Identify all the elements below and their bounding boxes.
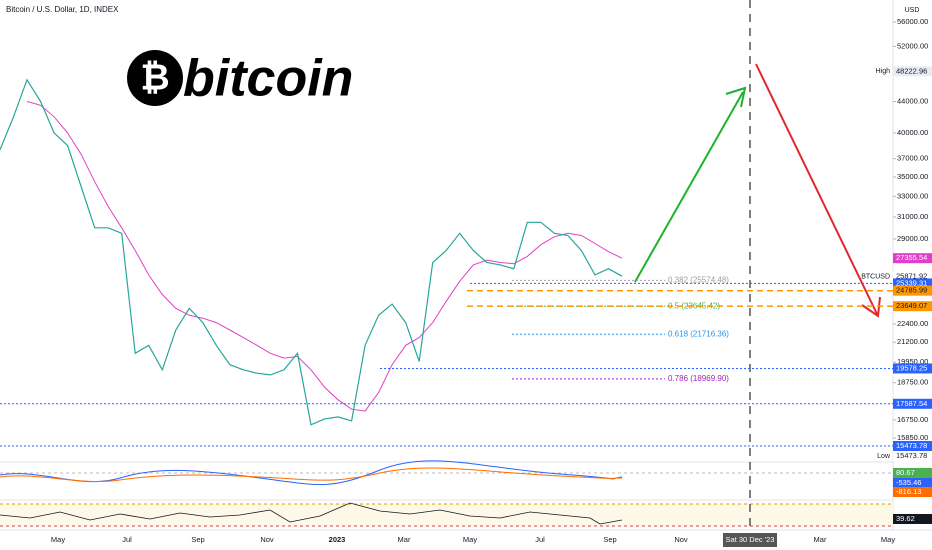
down-arrow	[755, 63, 878, 315]
x-tick-label: Mar	[398, 535, 411, 544]
fib-label: 0.5 (23645.42)	[668, 301, 720, 310]
x-tick-label: Nov	[260, 535, 274, 544]
price-tag	[893, 285, 932, 296]
y-tick-label: 21200.00	[897, 337, 928, 346]
price-tag	[893, 278, 932, 289]
logo-circle	[127, 50, 183, 106]
price-tag-label: 23649.07	[896, 301, 927, 310]
price-tag	[893, 301, 932, 312]
x-tick-label: May	[881, 535, 895, 544]
price-tag-caption: High	[876, 68, 891, 75]
y-tick-label: 33000.00	[897, 191, 928, 200]
price-tag-label: 48222.96	[896, 66, 927, 75]
price-tag-label: 25339.31	[896, 278, 927, 287]
price-tag-label: 25871.92	[896, 272, 927, 281]
price-tag-label: 15473.78	[896, 441, 927, 450]
indicator-label: -535.46	[896, 478, 921, 487]
logo-text: bitcoin	[183, 50, 353, 108]
price-tag	[893, 440, 932, 451]
x-tick-label: Nov	[674, 535, 688, 544]
price-tag-label: 19578.25	[896, 363, 927, 372]
up-arrow	[634, 91, 744, 283]
low-caption: Low	[877, 453, 891, 460]
price-tag	[893, 253, 932, 264]
rsi-line	[0, 502, 623, 525]
low-label: 15473.78	[896, 451, 927, 460]
y-tick-label: 40000.00	[897, 128, 928, 137]
price-tag	[893, 271, 932, 282]
y-tick-label: 22400.00	[897, 319, 928, 328]
macd-line	[0, 460, 623, 485]
macd-signal	[0, 467, 623, 483]
x-tick-label: Sep	[603, 535, 616, 544]
fib-label: 0.618 (21716.36)	[668, 329, 729, 338]
price-tag-label: 17587.54	[896, 399, 927, 408]
y-tick-label: 56000.00	[897, 17, 928, 26]
fib-label: 0.382 (25574.48)	[668, 275, 729, 284]
currency: USD	[905, 7, 920, 14]
indicator-tag	[893, 478, 932, 488]
price-tag	[893, 398, 932, 409]
indicator-label: 80.67	[896, 468, 915, 477]
down-arrow-head	[861, 296, 881, 318]
price-tag-label: 24785.99	[896, 286, 927, 295]
logo-symbol: ₿	[140, 57, 169, 98]
crosshair-tag	[723, 533, 777, 547]
moving-average	[26, 101, 623, 412]
price-tag-caption: BTCUSD	[861, 273, 890, 280]
indicator-tag	[893, 487, 932, 497]
crosshair-label: Sat 30 Dec '23	[726, 535, 775, 544]
indicator-tag	[893, 468, 932, 478]
y-tick-label: 37000.00	[897, 154, 928, 163]
indicator-label: -816.13	[896, 487, 921, 496]
x-tick-label: Mar	[814, 535, 827, 544]
x-tick-label: May	[463, 535, 477, 544]
y-tick-label: 19950.00	[897, 357, 928, 366]
price-tag	[893, 363, 932, 374]
indicator-tag	[893, 514, 932, 524]
x-tick-label: Sep	[191, 535, 204, 544]
y-tick-label: 15850.00	[897, 433, 928, 442]
price-tag-label: 27355.54	[896, 253, 927, 262]
x-tick-label: Jul	[122, 535, 132, 544]
up-arrow-head	[725, 86, 747, 108]
y-tick-label: 52000.00	[897, 41, 928, 50]
y-tick-label: 16750.00	[897, 415, 928, 424]
fib-label: 0.786 (18969.90)	[668, 374, 729, 383]
y-tick-label: 35000.00	[897, 172, 928, 181]
y-tick-label: 31000.00	[897, 212, 928, 221]
x-tick-label: May	[51, 535, 65, 544]
y-tick-label: 44000.00	[897, 96, 928, 105]
price-tag	[893, 66, 932, 77]
y-tick-label: 18750.00	[897, 378, 928, 387]
x-tick-label: 2023	[329, 535, 346, 544]
indicator-label: 39.62	[896, 514, 915, 523]
y-tick-label: 29000.00	[897, 234, 928, 243]
price-line	[0, 78, 623, 426]
symbol-title: Bitcoin / U.S. Dollar, 1D, INDEX	[6, 5, 119, 14]
rsi-band	[0, 504, 893, 526]
x-tick-label: Jul	[535, 535, 545, 544]
low-tag	[893, 450, 932, 461]
